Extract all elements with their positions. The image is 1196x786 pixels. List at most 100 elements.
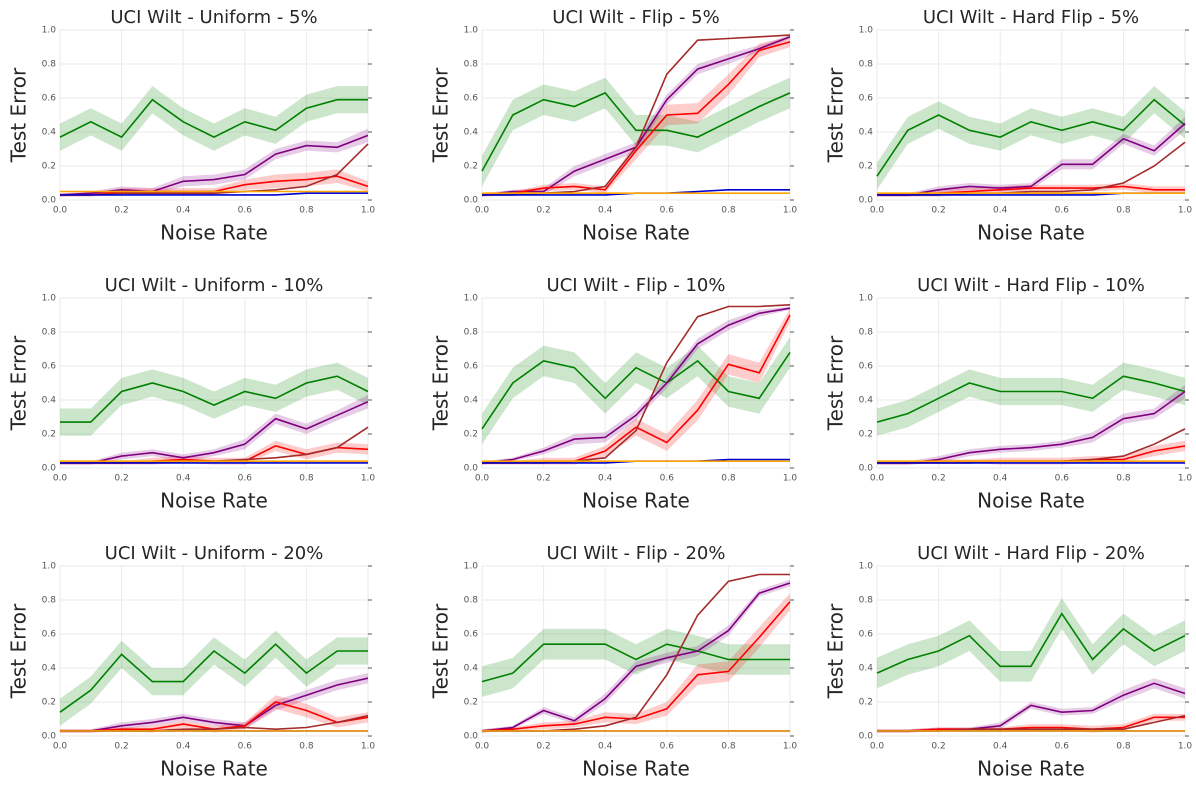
x-tick-label: 0.8 (299, 206, 314, 216)
y-tick-label: 0.8 (859, 596, 874, 606)
y-tick-label: 0.8 (859, 60, 874, 70)
series-line (59, 98, 368, 139)
error-band (60, 128, 368, 197)
y-tick-label: 0.6 (859, 362, 874, 372)
x-tick-label: 0.2 (114, 742, 128, 752)
y-tick-label: 1.0 (42, 26, 57, 36)
x-tick-label: 0.0 (870, 206, 885, 216)
y-tick-label: 0.4 (464, 396, 479, 406)
error-band (60, 394, 368, 465)
y-tick-label: 0.6 (464, 362, 479, 372)
x-tick-label: 0.0 (870, 742, 885, 752)
y-tick-label: 0.0 (464, 464, 479, 474)
chart-title: UCI Wilt - Flip - 20% (547, 543, 726, 564)
x-axis-label: Noise Rate (977, 757, 1085, 781)
error-band (877, 86, 1185, 190)
error-band (60, 362, 368, 436)
x-tick-label: 0.6 (1055, 742, 1070, 752)
chart-title: UCI Wilt - Flip - 5% (552, 7, 719, 28)
y-tick-label: 0.8 (42, 60, 57, 70)
series-line (481, 582, 791, 732)
x-tick-label: 0.6 (238, 474, 253, 484)
error-band (877, 362, 1185, 436)
x-axis-label: Noise Rate (582, 757, 690, 781)
x-tick-label: 0.6 (660, 206, 675, 216)
y-axis-label: Test Error (429, 335, 453, 431)
y-tick-label: 1.0 (859, 26, 874, 36)
x-tick-label: 0.0 (870, 474, 885, 484)
error-band (60, 169, 368, 197)
error-band (482, 308, 790, 465)
error-band (482, 77, 790, 187)
x-axis-label: Noise Rate (160, 489, 268, 513)
series-line (60, 375, 369, 423)
series-line (876, 375, 1186, 423)
series-line (481, 307, 791, 464)
y-tick-label: 0.0 (464, 196, 479, 206)
y-tick-label: 0.2 (42, 162, 56, 172)
y-axis-label: Test Error (7, 603, 31, 699)
x-axis-label: Noise Rate (977, 221, 1085, 245)
y-tick-label: 0.0 (42, 464, 57, 474)
x-tick-label: 0.6 (1055, 206, 1070, 216)
y-axis-label: Test Error (824, 603, 848, 699)
x-tick-label: 1.0 (783, 742, 798, 752)
y-tick-label: 0.6 (859, 94, 874, 104)
x-tick-label: 1.0 (361, 742, 376, 752)
y-axis-label: Test Error (824, 67, 848, 163)
x-tick-label: 0.8 (721, 474, 736, 484)
y-tick-label: 0.2 (42, 698, 56, 708)
y-tick-label: 0.6 (42, 362, 57, 372)
y-tick-label: 0.6 (859, 630, 874, 640)
x-tick-label: 0.8 (299, 742, 314, 752)
y-tick-label: 0.8 (859, 328, 874, 338)
x-tick-label: 1.0 (1178, 206, 1193, 216)
x-tick-label: 0.8 (299, 474, 314, 484)
y-tick-label: 0.2 (464, 162, 478, 172)
error-band (60, 630, 368, 726)
series-line (481, 601, 791, 732)
x-tick-label: 0.2 (931, 206, 945, 216)
x-tick-label: 0.6 (660, 742, 675, 752)
series-line (876, 612, 1186, 674)
x-tick-label: 0.4 (598, 474, 613, 484)
error-band (482, 628, 790, 697)
x-tick-label: 0.0 (475, 474, 490, 484)
x-axis-label: Noise Rate (977, 489, 1085, 513)
y-tick-label: 0.0 (859, 732, 874, 742)
x-axis-label: Noise Rate (160, 221, 268, 245)
x-tick-label: 0.0 (475, 742, 490, 752)
x-tick-label: 0.8 (721, 742, 736, 752)
y-tick-label: 0.0 (464, 732, 479, 742)
y-tick-label: 1.0 (859, 294, 874, 304)
y-tick-label: 0.2 (464, 430, 478, 440)
x-axis-label: Noise Rate (582, 221, 690, 245)
y-tick-label: 1.0 (859, 562, 874, 572)
error-band (482, 593, 790, 733)
error-band (60, 440, 368, 465)
y-tick-label: 0.8 (464, 596, 479, 606)
y-tick-label: 0.2 (859, 162, 873, 172)
y-tick-label: 0.4 (464, 128, 479, 138)
chart-title: UCI Wilt - Uniform - 20% (105, 543, 324, 564)
y-axis-label: Test Error (429, 603, 453, 699)
y-tick-label: 0.4 (42, 128, 57, 138)
chart-title: UCI Wilt - Uniform - 5% (110, 7, 317, 28)
y-tick-label: 0.4 (859, 664, 874, 674)
x-tick-label: 0.0 (53, 474, 68, 484)
y-tick-label: 0.6 (42, 630, 57, 640)
y-tick-label: 1.0 (42, 562, 57, 572)
x-tick-label: 0.2 (536, 474, 550, 484)
series-line (481, 351, 791, 430)
chart-title: UCI Wilt - Hard Flip - 5% (923, 7, 1139, 28)
y-axis-label: Test Error (429, 67, 453, 163)
x-tick-label: 0.4 (598, 206, 613, 216)
x-tick-label: 0.0 (53, 206, 68, 216)
y-tick-label: 0.6 (464, 630, 479, 640)
y-tick-label: 0.0 (859, 464, 874, 474)
error-band (877, 598, 1185, 689)
x-tick-label: 0.2 (931, 474, 945, 484)
x-tick-label: 0.4 (993, 206, 1008, 216)
